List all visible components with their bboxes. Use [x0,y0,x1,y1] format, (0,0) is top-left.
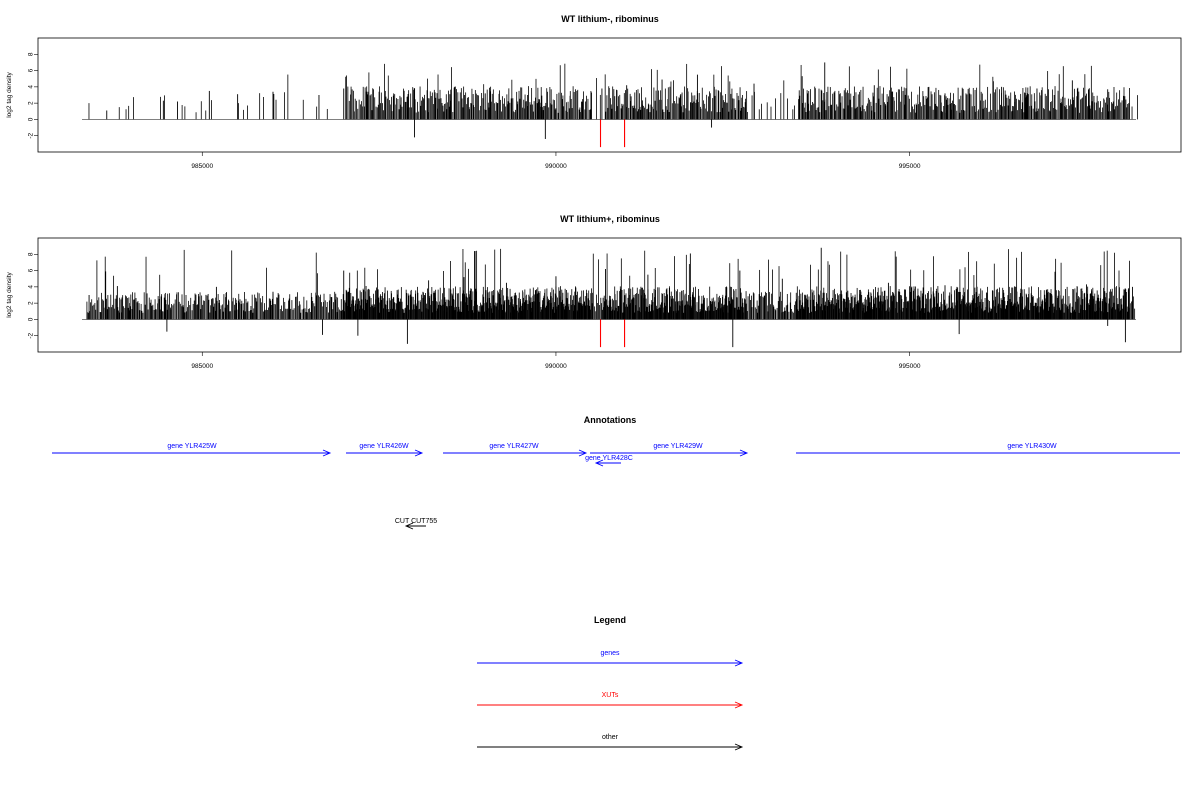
legend: Legend genes XUTs other [477,615,744,751]
feature-arrow [594,459,621,467]
panel-title: WT lithium+, ribominus [560,214,660,224]
y-tick-label: 8 [28,52,35,56]
plot-frame [37,37,1182,153]
feature-arrow [590,449,749,457]
y-axis-label: log2 tag density [6,271,13,317]
feature-label: gene YLR429W [653,443,703,450]
feature-label: gene YLR428C [585,455,633,462]
feature-label: gene YLR427W [489,443,539,450]
y-tick-label: -2 [28,332,35,338]
y-axis: -2 0 2 4 6 8 [28,52,38,139]
panel-title: WT lithium-, ribominus [561,14,659,24]
y-tick-label: 2 [28,101,35,105]
feature-arrow [346,449,424,457]
y-tick-label: 4 [28,85,35,89]
x-tick-label: 995000 [899,363,921,370]
feature-list: gene YLR425W gene YLR426W gene YLR427W gene… [52,443,1180,530]
feature-label: gene YLR430W [1007,443,1057,450]
legend-arrow [477,659,744,667]
legend-arrow [477,701,744,709]
legend-items: genes XUTs other [477,650,744,751]
y-tick-label: 4 [28,285,35,289]
legend-arrow [477,743,744,751]
x-tick-label: 990000 [545,163,567,170]
feature-label: gene YLR426W [359,443,409,450]
density-panel-lithium-minus: WT lithium-, ribominus log2 tag density … [6,14,1182,170]
y-tick-label: -2 [28,132,35,138]
annotations-track: Annotations gene YLR425W gene YLR426W gene… [52,415,1180,530]
density-bars [82,62,1138,148]
legend-label: other [602,734,619,741]
density-bars [82,247,1136,348]
legend-label: genes [600,650,620,657]
feature-arrow [443,449,588,457]
feature-arrow [404,522,426,530]
x-tick-label: 985000 [191,363,213,370]
x-axis: 985000 990000 995000 [191,352,921,370]
density-panel-lithium-plus: WT lithium+, ribominus log2 tag density … [6,214,1182,370]
y-axis-label: log2 tag density [6,71,13,117]
x-axis: 985000 990000 995000 [191,152,921,170]
feature-label: gene YLR425W [167,443,217,450]
annotations-title: Annotations [584,415,637,425]
y-tick-label: 6 [28,268,35,272]
x-tick-label: 985000 [191,163,213,170]
x-tick-label: 995000 [899,163,921,170]
y-axis: -2 0 2 4 6 8 [28,252,38,339]
y-tick-label: 0 [28,117,35,121]
y-tick-label: 2 [28,301,35,305]
feature-label: CUT CUT755 [395,518,437,525]
feature-arrow [52,449,332,457]
y-tick-label: 6 [28,68,35,72]
y-tick-label: 0 [28,317,35,321]
y-tick-label: 8 [28,252,35,256]
legend-label: XUTs [602,692,619,699]
legend-title: Legend [594,615,626,625]
x-tick-label: 990000 [545,363,567,370]
plot-frame [37,237,1182,353]
